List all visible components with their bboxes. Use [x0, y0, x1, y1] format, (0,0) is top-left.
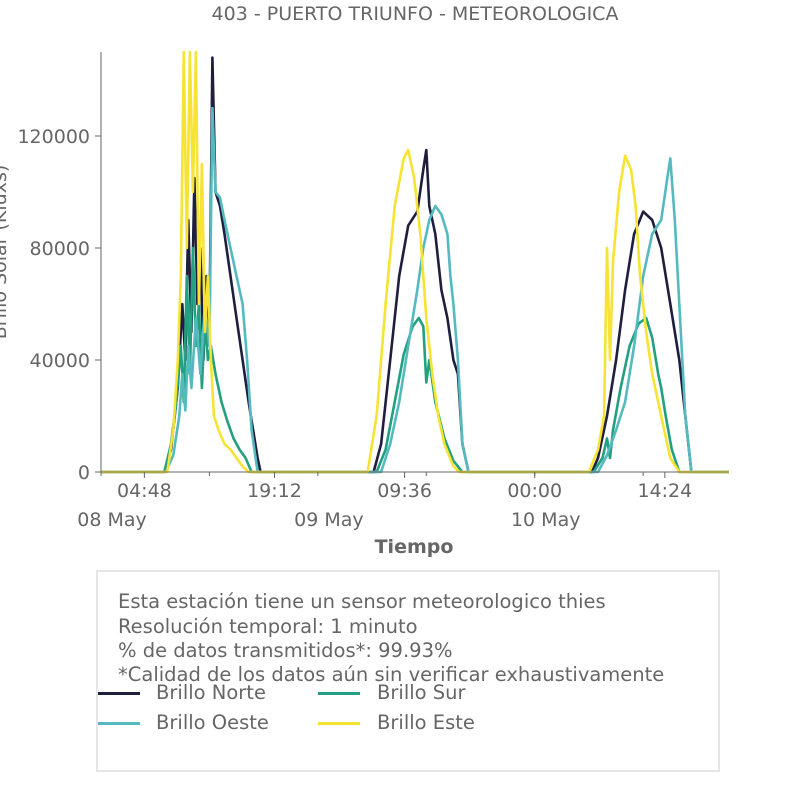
info-quality-note: *Calidad de los datos aún sin verificar … — [118, 663, 665, 686]
series-line-este — [101, 50, 729, 474]
y-tick-label: 80000 — [30, 238, 90, 260]
legend-label-oeste[interactable]: Brillo Oeste — [156, 711, 269, 734]
y-ticks: 0 40000 80000 120000 — [17, 126, 101, 484]
x-tick-label: 09:36 — [377, 480, 432, 502]
legend-swatch-este — [318, 722, 360, 725]
series-line-sur — [101, 246, 729, 474]
info-resolution: Resolución temporal: 1 minuto — [118, 615, 418, 638]
legend-label-este[interactable]: Brillo Este — [377, 711, 475, 734]
legend-label-sur[interactable]: Brillo Sur — [377, 681, 466, 704]
y-tick-label: 0 — [78, 462, 90, 484]
legend-swatch-oeste — [98, 722, 140, 725]
legend-swatch-sur — [318, 692, 360, 695]
info-transmitted: % de datos transmitidos*: 99.93% — [118, 639, 453, 662]
y-tick-label: 120000 — [17, 126, 90, 148]
x-date-label: 10 May — [511, 509, 581, 531]
x-date-label: 09 May — [294, 509, 364, 531]
x-date-label: 08 May — [77, 509, 147, 531]
x-tick-label: 00:00 — [507, 480, 562, 502]
station-info-box: Esta estación tiene un sensor meteorolog… — [96, 570, 720, 772]
legend-swatch-norte — [98, 692, 140, 695]
series-line-oeste — [101, 106, 729, 474]
x-tick-label: 14:24 — [637, 480, 692, 502]
solar-brightness-chart: 0 40000 80000 120000 04:48 19:12 09:36 00:00 14… — [0, 50, 729, 558]
x-tick-label: 19:12 — [247, 480, 302, 502]
info-sensor: Esta estación tiene un sensor meteorolog… — [118, 590, 606, 613]
chart-title: 403 - PUERTO TRIUNFO - METEOROLOGICA — [211, 3, 619, 25]
x-axis-label: Tiempo — [375, 536, 454, 558]
series-layer — [101, 50, 729, 474]
series-line-norte — [101, 56, 729, 474]
x-tick-label: 04:48 — [117, 480, 172, 502]
x-ticks: 04:48 19:12 09:36 00:00 14:24 08 May 09 May 10 … — [77, 472, 692, 531]
y-tick-label: 40000 — [30, 350, 90, 372]
y-axis-label: Brillo Solar (Kluxs) — [0, 165, 11, 340]
legend-label-norte[interactable]: Brillo Norte — [156, 681, 266, 704]
